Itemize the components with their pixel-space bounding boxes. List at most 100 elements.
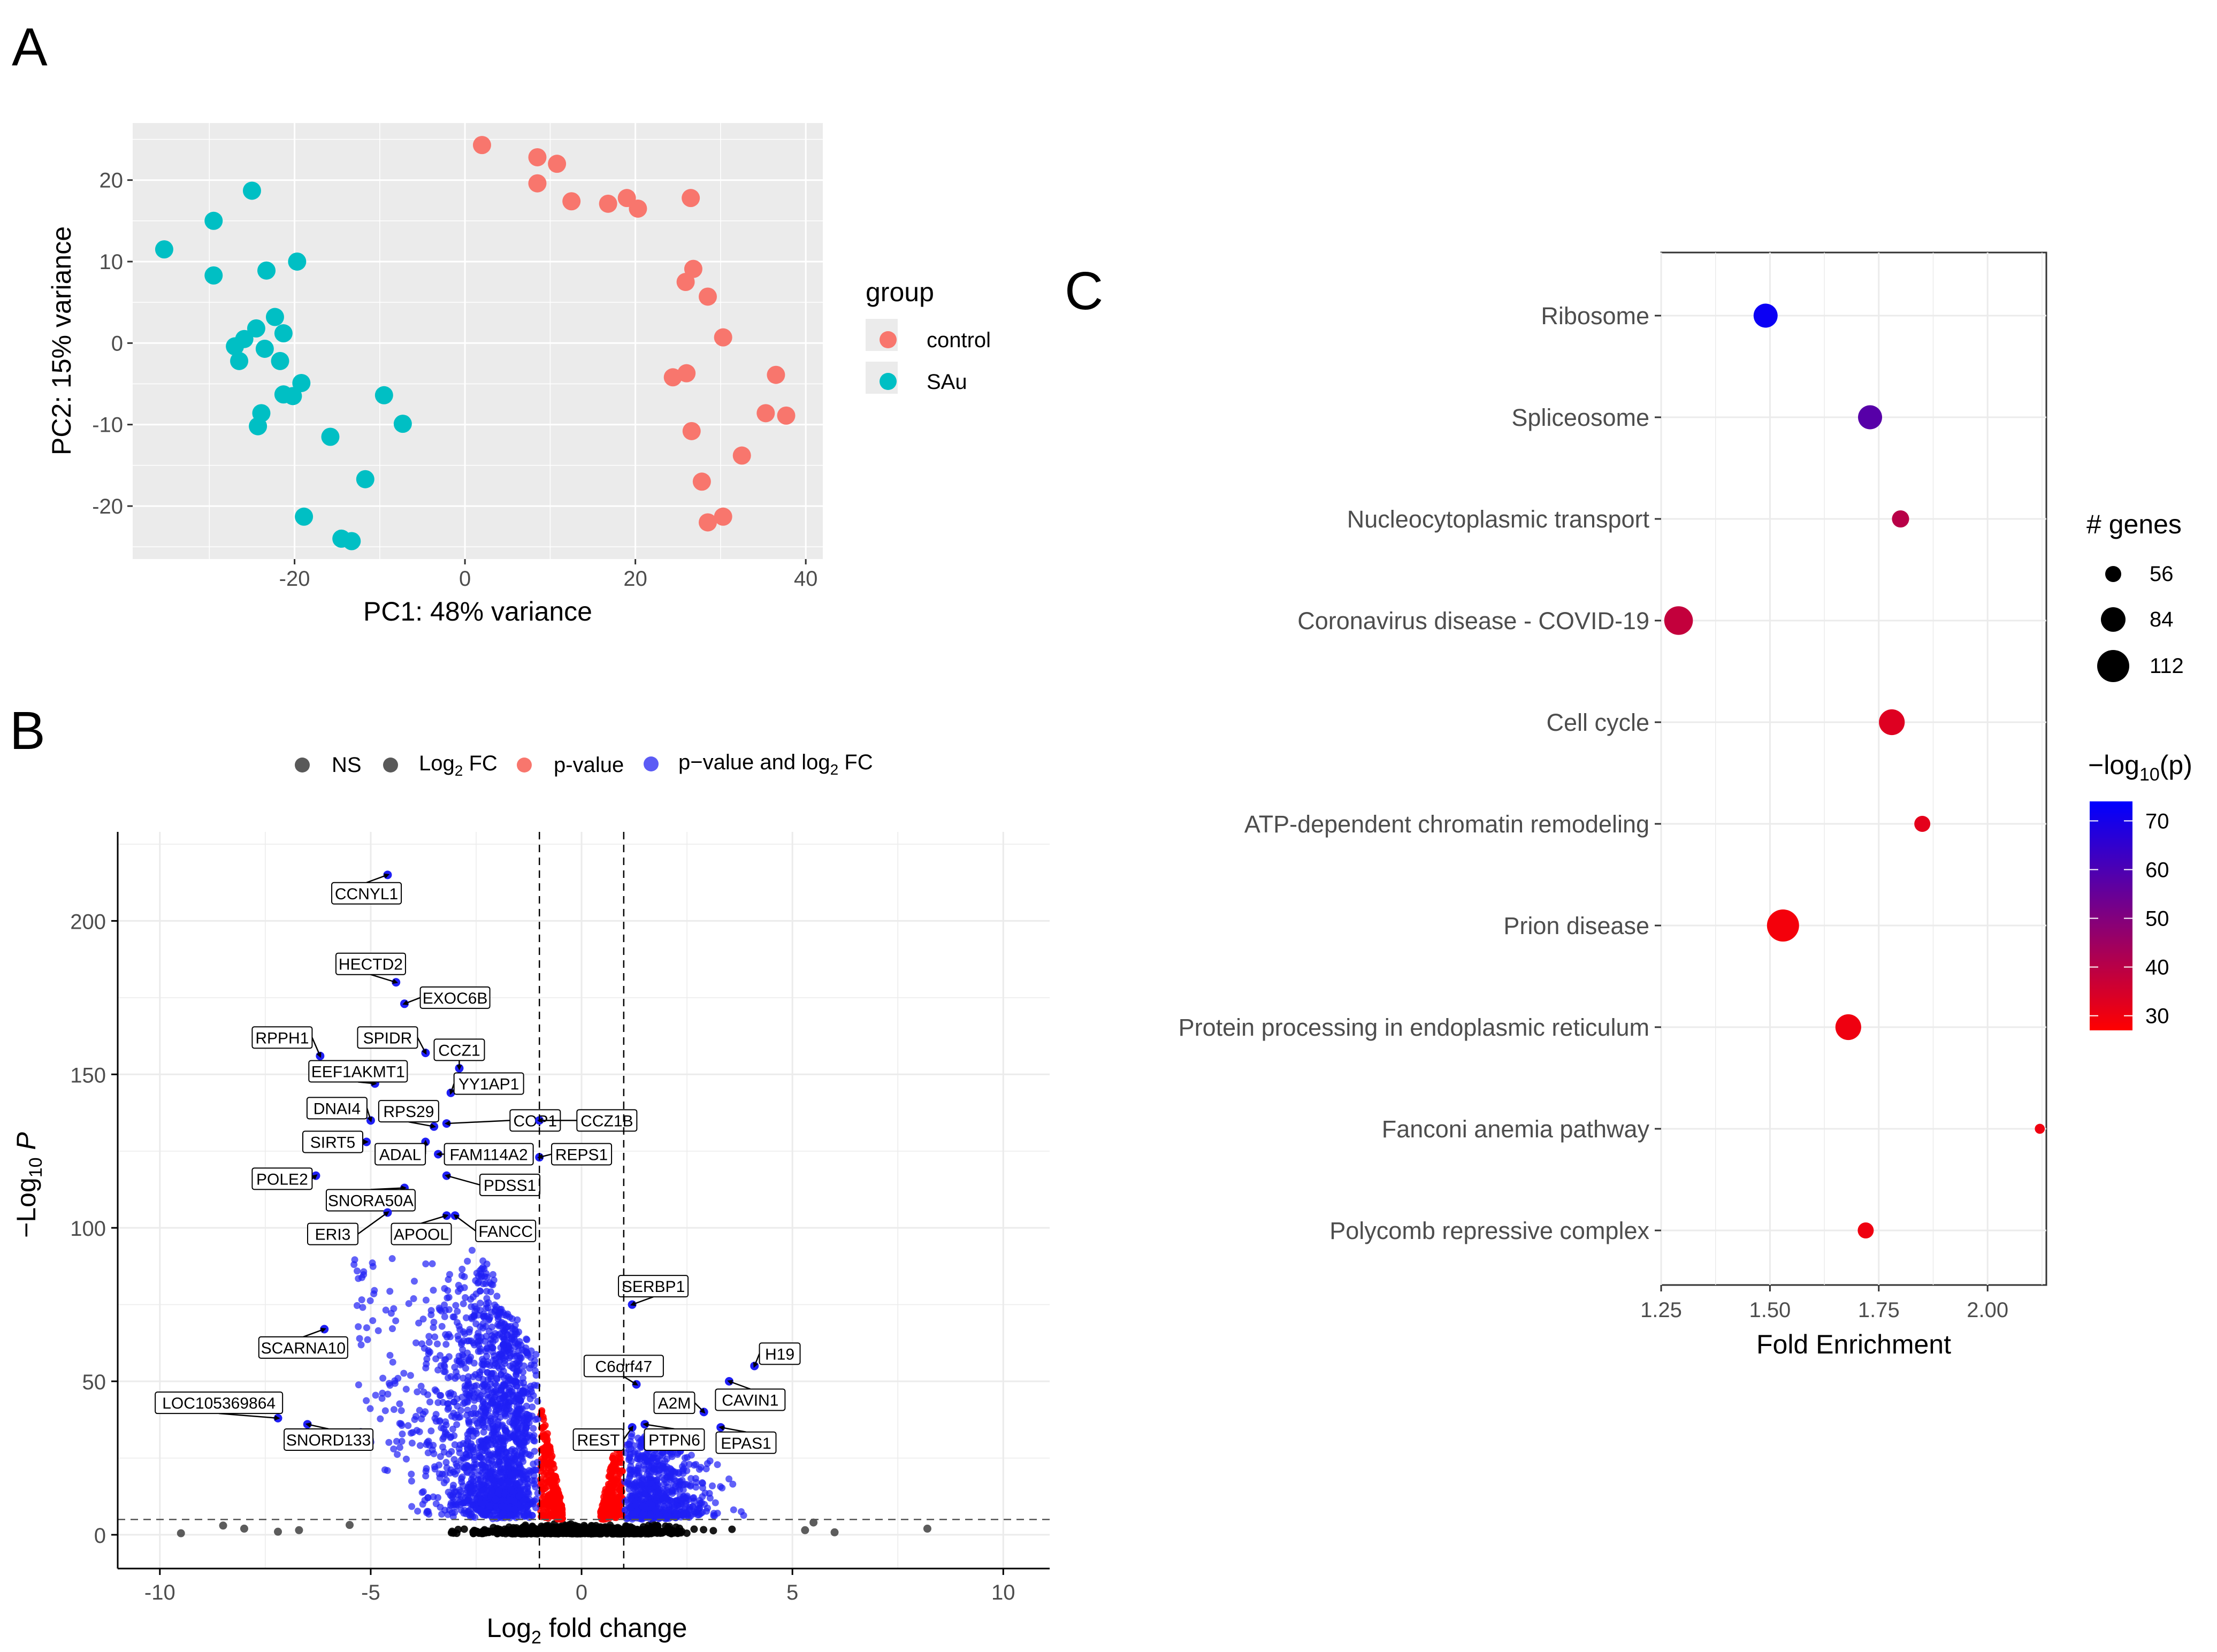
pca-legend-symbol-sau — [880, 373, 897, 390]
volcano-point-both — [355, 1381, 362, 1389]
volcano-point-log2fc — [346, 1521, 354, 1529]
volcano-point-both — [504, 1505, 511, 1512]
volcano-point-both — [472, 1460, 480, 1468]
panel-letter-c: C — [1065, 261, 1103, 321]
volcano-point-pvalue — [618, 1467, 626, 1475]
enrichment-pathway-label: Polycomb repressive complex — [1329, 1217, 1649, 1244]
volcano-label-box — [715, 1431, 777, 1454]
volcano-label-box — [453, 1072, 524, 1095]
volcano-point-both — [416, 1406, 423, 1414]
volcano-point-both — [458, 1351, 466, 1359]
volcano-point-both — [441, 1313, 448, 1320]
volcano-gene-label: SIRT5 — [310, 1134, 355, 1151]
volcano-gene-label: EXOC6B — [423, 990, 488, 1007]
volcano-point-both — [646, 1480, 653, 1487]
volcano-point-both — [390, 1406, 397, 1413]
volcano-point-both — [430, 1324, 437, 1331]
volcano-point-ns — [607, 1528, 615, 1536]
pca-x-tick-label: 40 — [794, 567, 818, 591]
volcano-point-both — [478, 1273, 485, 1281]
volcano-point-ns — [554, 1527, 562, 1535]
volcano-legend-symbol-both — [644, 756, 659, 771]
volcano-point-both — [531, 1362, 538, 1369]
enrichment-pathway-label: Ribosome — [1541, 302, 1649, 330]
volcano-point-both — [450, 1432, 458, 1440]
volcano-gene-label: SNORA50A — [328, 1192, 414, 1210]
enrichment-point — [1857, 1222, 1874, 1238]
volcano-point-both — [477, 1477, 484, 1485]
volcano-label-connector — [694, 1402, 706, 1414]
volcano-point-both — [469, 1478, 477, 1485]
volcano-point-log2fc — [219, 1521, 227, 1530]
volcano-point-both — [427, 1427, 435, 1435]
volcano-point-both — [488, 1332, 496, 1340]
volcano-point-both — [499, 1333, 506, 1341]
volcano-label-connector — [311, 1174, 318, 1180]
volcano-point-both — [442, 1331, 449, 1339]
volcano-gene-label: LOC105369864 — [162, 1395, 276, 1412]
volcano-label-box — [475, 1219, 537, 1242]
volcano-point-both — [518, 1389, 526, 1396]
enrichment-point — [1664, 606, 1693, 635]
volcano-point-both — [501, 1321, 508, 1328]
size-legend-label-56: 56 — [2150, 562, 2174, 586]
volcano-point-both — [455, 1357, 463, 1365]
volcano-point-both — [424, 1449, 432, 1457]
volcano-point-both — [483, 1391, 491, 1399]
volcano-point-both — [495, 1473, 503, 1480]
volcano-label-box — [302, 1130, 363, 1153]
volcano-label-connector — [370, 974, 399, 984]
volcano-point-both — [701, 1501, 708, 1508]
volcano-label-connector — [402, 997, 421, 1005]
volcano-point-ns — [566, 1529, 574, 1538]
volcano-label-box — [308, 1060, 408, 1083]
volcano-point-both — [463, 1412, 471, 1419]
volcano-point-both — [402, 1386, 410, 1393]
volcano-point-both — [430, 1287, 437, 1294]
volcano-point-both — [515, 1440, 523, 1448]
volcano-point-both — [652, 1507, 659, 1515]
volcano-point-both — [422, 1467, 430, 1475]
volcano-point-both — [442, 1428, 449, 1436]
volcano-point-both — [427, 1307, 435, 1314]
volcano-point-both — [409, 1429, 416, 1436]
volcano-point-both — [434, 1399, 442, 1406]
volcano-gene-label: SERBP1 — [622, 1278, 685, 1296]
volcano-label-box — [331, 882, 402, 905]
volcano-point-both — [404, 1422, 412, 1429]
volcano-label-connector — [537, 1153, 552, 1159]
volcano-point-ns — [690, 1525, 698, 1533]
volcano-point-log2fc — [240, 1524, 248, 1533]
volcano-point-both — [440, 1479, 448, 1487]
volcano-point-both — [507, 1485, 515, 1493]
volcano-point-both — [638, 1474, 646, 1482]
volcano-gene-label: CCZ1 — [438, 1042, 480, 1059]
volcano-point-both — [473, 1505, 480, 1513]
volcano-point-both — [495, 1487, 503, 1495]
volcano-point-both — [402, 1455, 410, 1463]
pca-point-sau — [284, 387, 302, 406]
volcano-legend-label-both: p−value and log2 FC — [678, 751, 873, 778]
volcano-point-both — [484, 1436, 491, 1443]
volcano-point-both — [465, 1356, 473, 1363]
volcano-legend-label-ns: NS — [332, 753, 362, 777]
volcano-point-both — [480, 1413, 487, 1421]
volcano-point-both — [414, 1388, 421, 1396]
volcano-point-both — [655, 1488, 662, 1496]
volcano-point-both — [701, 1489, 709, 1497]
pca-x-tick-label: 20 — [623, 567, 647, 591]
volcano-label-box — [325, 1189, 416, 1212]
enrichment-pathway-labels: Ribosome Spliceosome Nucleocytoplasmic tra… — [1179, 302, 1661, 1244]
volcano-point-both — [475, 1348, 482, 1355]
volcano-point-ns — [453, 1529, 461, 1538]
volcano-y-tick-label: 100 — [70, 1217, 106, 1241]
volcano-point-both — [492, 1360, 499, 1367]
volcano-point-both — [529, 1403, 536, 1411]
volcano-point-both — [377, 1415, 384, 1422]
volcano-point-both — [490, 1370, 498, 1377]
volcano-point-both — [465, 1373, 472, 1380]
volcano-label-box — [284, 1428, 374, 1451]
volcano-label-connector — [444, 1120, 510, 1126]
volcano-point-both — [487, 1451, 494, 1459]
volcano-point-both — [500, 1354, 507, 1362]
